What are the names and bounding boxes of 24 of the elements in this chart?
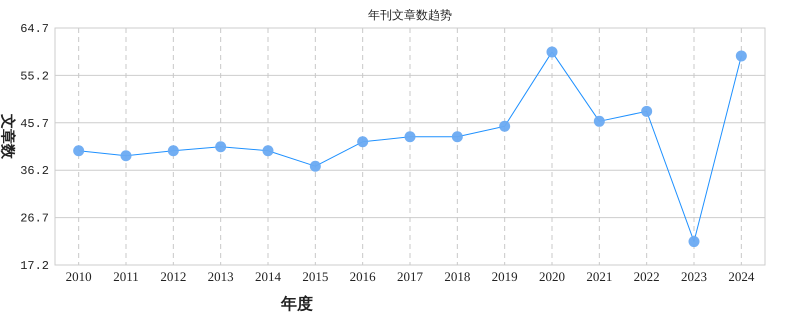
x-tick-label: 2013	[208, 269, 234, 284]
x-tick-label: 2023	[681, 269, 707, 284]
x-tick-label: 2015	[302, 269, 328, 284]
y-tick-label: 64.7	[20, 22, 49, 36]
x-tick-label: 2020	[539, 269, 565, 284]
y-tick-label: 45.7	[20, 116, 49, 131]
x-tick-label: 2018	[444, 269, 470, 284]
x-tick-label: 2010	[66, 269, 92, 284]
y-axis-title: 文章数	[0, 113, 17, 160]
y-tick-label: 26.7	[20, 212, 49, 226]
x-tick-label: 2021	[586, 269, 612, 284]
x-tick-label: 2019	[492, 269, 518, 284]
x-tick-label: 2012	[160, 269, 186, 284]
x-tick-label: 2017	[397, 269, 424, 284]
x-tick-label: 2014	[255, 269, 282, 284]
y-tick-label: 36.2	[20, 164, 49, 178]
x-tick-label: 2011	[113, 269, 139, 284]
x-tick-label: 2022	[634, 269, 660, 284]
x-axis-title: 年度	[280, 294, 313, 313]
x-tick-label: 2016	[350, 269, 376, 284]
chart-title: 年刊文章数趋势	[368, 8, 452, 22]
y-tick-label: 17.2	[20, 259, 49, 273]
y-tick-label: 55.2	[20, 69, 49, 84]
x-tick-label: 2024	[728, 269, 755, 284]
